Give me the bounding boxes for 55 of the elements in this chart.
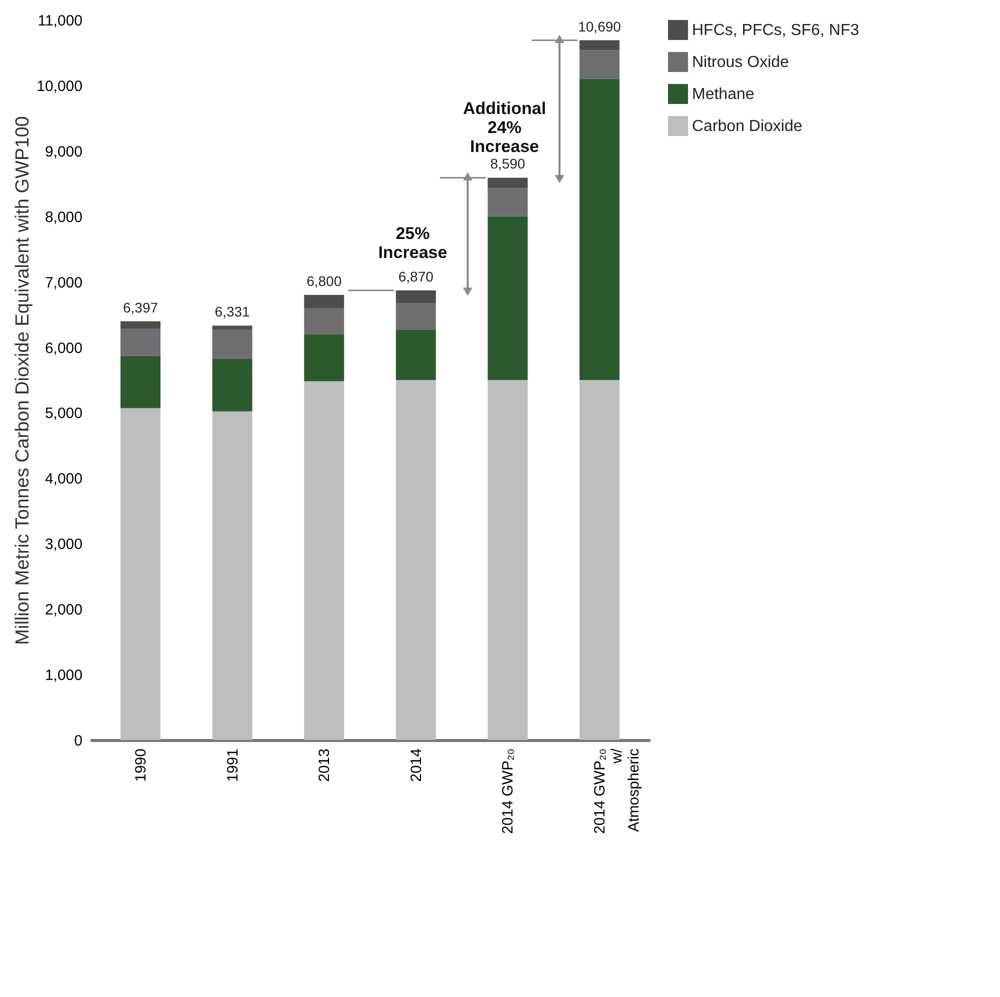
total-label: 6,800 (306, 272, 342, 289)
bar (488, 216, 528, 380)
bar (580, 78, 620, 380)
legend-label: HFCs, PFCs, SF6, NF3 (692, 22, 860, 39)
y-tick-label: 9,000 (44, 143, 82, 160)
x-tick-label: 1990 (132, 748, 150, 782)
bar (396, 380, 436, 740)
bar (212, 326, 252, 330)
bar (304, 334, 344, 382)
x-tick-label: 1991 (224, 748, 242, 782)
bar (120, 321, 160, 328)
y-tick-label: 1,000 (44, 667, 82, 684)
total-label: 6,397 (122, 299, 158, 316)
legend-label: Nitrous Oxide (692, 54, 790, 71)
x-tick-label: 2014 (408, 748, 425, 782)
total-label: 6,870 (398, 268, 434, 284)
bar (488, 380, 528, 740)
y-tick-label: 3,000 (44, 536, 82, 554)
x-tick-label: 2014 GWP₂₀ (500, 748, 517, 834)
bar (396, 290, 436, 304)
bar (396, 330, 436, 380)
legend-label: Methane (692, 86, 754, 103)
bar (488, 188, 528, 216)
y-tick-label: 0 (74, 732, 82, 750)
bar (120, 356, 160, 408)
y-tick-label: 4,000 (44, 470, 82, 488)
y-tick-label: 10,000 (36, 78, 82, 95)
bar (580, 380, 620, 740)
y-tick-label: 11,000 (38, 12, 82, 30)
annotation: 25% Increase (378, 224, 448, 262)
legend-label: Carbon Dioxide (692, 118, 802, 135)
bar (212, 330, 252, 360)
x-tick-label: 2013 (316, 748, 334, 782)
total-label: 10,690 (578, 18, 622, 34)
y-tick-label: 5,000 (44, 405, 82, 422)
bar (304, 308, 344, 334)
y-tick-label: 2,000 (44, 602, 82, 619)
bar (120, 408, 160, 740)
y-tick-label: 6,000 (44, 340, 82, 357)
bar (396, 303, 436, 330)
bar (304, 381, 344, 740)
bar (304, 294, 344, 308)
y-tick-label: 7,000 (44, 274, 82, 292)
x-tick-label: 2014 GWP₂₀ w/ Atmospheric (592, 748, 643, 834)
bar (488, 178, 528, 188)
total-label: 8,590 (490, 156, 526, 172)
bar (212, 359, 252, 412)
bar (580, 40, 620, 50)
annotation: Additional 24% Increase (462, 99, 546, 156)
y-axis-title: Million Metric Tonnes Carbon Dioxide Equivalent with GWP100 (12, 116, 34, 645)
y-tick-label: 8,000 (44, 208, 82, 226)
bar (120, 328, 160, 356)
total-label: 6,331 (214, 304, 250, 320)
bar (212, 411, 252, 740)
bar (580, 50, 620, 79)
